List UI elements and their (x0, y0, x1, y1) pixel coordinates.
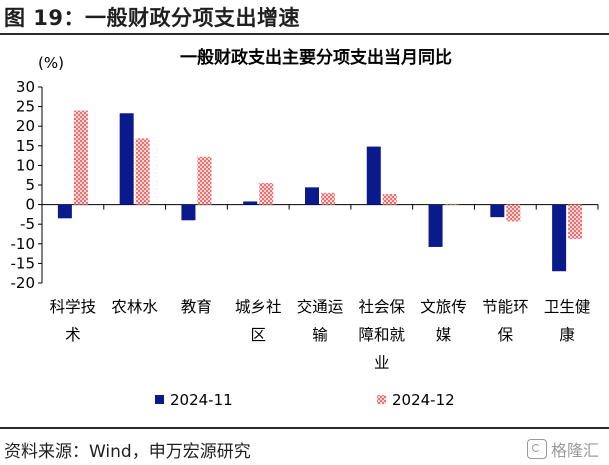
x-category-label: 文旅传 (420, 298, 467, 316)
bar-2024-11 (119, 113, 134, 205)
y-tick-label: 20 (16, 117, 35, 135)
x-category-label: 节能环 (482, 298, 529, 316)
y-tick-label: -10 (11, 235, 36, 253)
bar-2024-12 (197, 156, 212, 205)
y-tick-label: 25 (16, 98, 35, 116)
x-category-label: 农林水 (111, 298, 158, 316)
y-tick-label: 30 (16, 78, 35, 96)
bar-2024-11 (57, 204, 72, 219)
x-category-label: 城乡社 (235, 298, 282, 316)
bar-2024-11 (366, 146, 381, 205)
y-tick-label: -5 (20, 215, 35, 233)
x-category-label: 业 (374, 354, 390, 372)
legend-label-2024-11: 2024-11 (170, 391, 233, 409)
figure-title: 图 19：一般财政分项支出增速 (0, 0, 609, 32)
bar-2024-11 (181, 204, 196, 221)
title-rule (0, 33, 609, 35)
x-category-label: 术 (65, 326, 81, 344)
x-category-label: 交通运 (297, 298, 344, 316)
legend-label-2024-12: 2024-12 (392, 391, 455, 409)
bar-2024-12 (73, 110, 88, 205)
x-category-label: 卫生健 (544, 298, 591, 316)
x-category-label: 障和就 (359, 326, 406, 344)
x-category-label: 输 (312, 326, 328, 344)
bar-2024-12 (135, 138, 150, 205)
legend-swatch-2024-11 (155, 395, 164, 404)
y-unit-label: (%) (38, 54, 64, 72)
bar-2024-11 (305, 187, 319, 205)
source-note: 资料来源：Wind，申万宏源研究 (4, 442, 251, 462)
bar-2024-12 (568, 204, 583, 240)
y-tick-label: -15 (11, 254, 36, 272)
bar-2024-12 (321, 192, 335, 205)
bar-2024-11 (552, 204, 567, 272)
y-tick-label: 0 (25, 196, 35, 214)
watermark-text: 格隆汇 (550, 441, 599, 460)
bar-2024-11 (490, 204, 505, 218)
bar-2024-12 (444, 203, 459, 205)
watermark: 格隆汇 (526, 437, 599, 461)
figure-title-text: 图 19：一般财政分项支出增速 (4, 6, 301, 30)
bar-2024-12 (259, 183, 274, 205)
chart-title: 一般财政支出主要分项支出当月同比 (180, 47, 452, 68)
x-category-label: 康 (559, 326, 575, 344)
footer-rule (0, 427, 609, 429)
watermark-logo-icon (526, 439, 547, 459)
x-category-label: 教育 (181, 298, 212, 316)
x-category-label: 科学技 (50, 298, 97, 316)
bar-2024-12 (382, 194, 397, 205)
x-category-label: 保 (498, 326, 514, 344)
x-category-label: 媒 (436, 326, 452, 344)
y-tick-label: -20 (11, 274, 36, 292)
y-tick-label: 10 (16, 156, 35, 174)
bar-2024-12 (506, 204, 521, 222)
legend-swatch-2024-12 (377, 395, 386, 404)
x-category-label: 区 (250, 326, 266, 344)
y-tick-label: 15 (16, 137, 35, 155)
bar-2024-11 (428, 204, 443, 247)
x-category-label: 社会保 (359, 298, 406, 316)
y-tick-label: 5 (25, 176, 35, 194)
bar-2024-11 (243, 201, 258, 205)
